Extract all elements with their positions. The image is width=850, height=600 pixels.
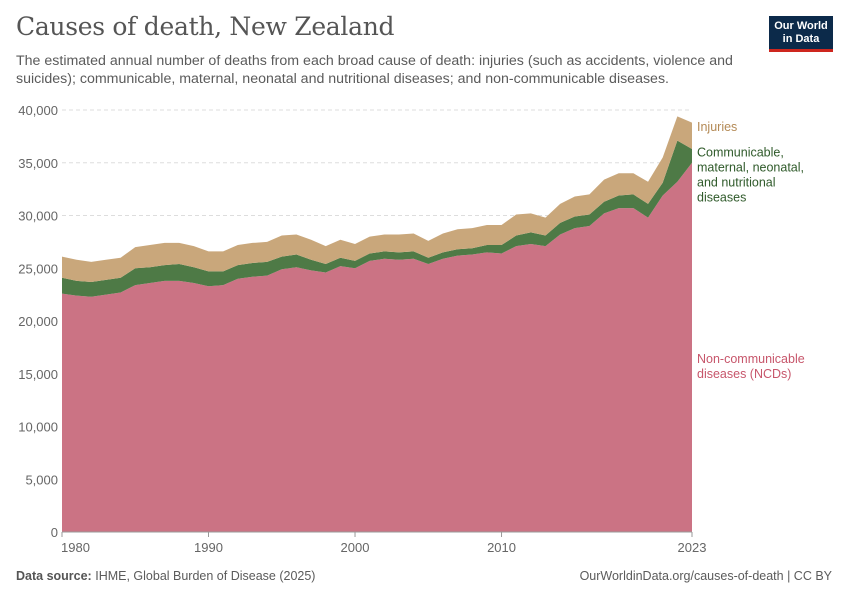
- owid-logo[interactable]: Our World in Data: [769, 16, 833, 52]
- chart-subtitle: The estimated annual number of deaths fr…: [16, 53, 733, 87]
- area-communicable: [62, 140, 692, 297]
- x-tick-label: 2010: [487, 540, 516, 555]
- logo-line-1: Our World: [774, 20, 828, 32]
- x-tick-label: 2023: [678, 540, 707, 555]
- y-tick-label: 0: [51, 525, 58, 540]
- y-tick-label: 30,000: [18, 209, 58, 224]
- label-communicable-line: maternal, neonatal,: [697, 160, 804, 174]
- data-source-text[interactable]: IHME, Global Burden of Disease (2025): [95, 569, 316, 583]
- x-tick-label: 1990: [194, 540, 223, 555]
- area-injuries: [62, 116, 692, 282]
- y-tick-label: 10,000: [18, 420, 58, 435]
- label-ncd-line: diseases (NCDs): [697, 367, 791, 381]
- x-tick-label: 1980: [61, 540, 90, 555]
- area-ncd: [62, 162, 692, 532]
- chart-title: Causes of death, New Zealand: [16, 12, 395, 41]
- y-tick-label: 35,000: [18, 156, 58, 171]
- label-communicable-line: Communicable,: [697, 145, 784, 159]
- y-tick-label: 40,000: [18, 103, 58, 118]
- y-tick-label: 15,000: [18, 367, 58, 382]
- label-communicable-line: and nutritional: [697, 175, 776, 189]
- y-tick-label: 5,000: [25, 472, 58, 487]
- data-source-label: Data source:: [16, 569, 92, 583]
- y-tick-label: 20,000: [18, 314, 58, 329]
- label-ncd-line: Non-communicable: [697, 352, 805, 366]
- x-tick-label: 2000: [341, 540, 370, 555]
- y-tick-label: 25,000: [18, 261, 58, 276]
- data-source: Data source: IHME, Global Burden of Dise…: [16, 569, 315, 583]
- label-injuries-line: Injuries: [697, 120, 737, 134]
- label-communicable-line: diseases: [697, 190, 746, 204]
- source-url[interactable]: OurWorldinData.org/causes-of-death | CC …: [579, 569, 832, 583]
- logo-line-2: in Data: [782, 33, 820, 45]
